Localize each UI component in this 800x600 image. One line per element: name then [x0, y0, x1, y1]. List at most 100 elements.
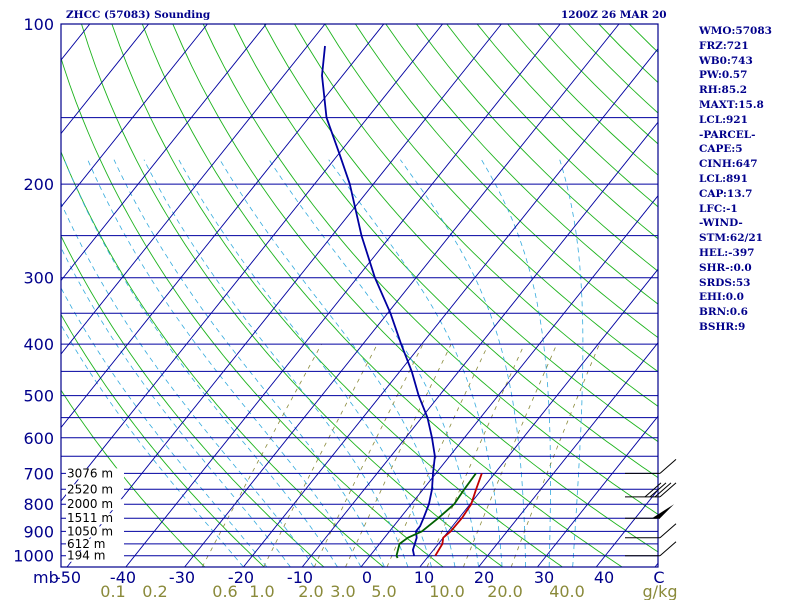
sounding-index-item: SHR-:0.0	[699, 261, 752, 274]
dry-adiabat-line	[324, 24, 658, 373]
sounding-index-item: CAP:13.7	[699, 187, 753, 200]
observation-time: 1200Z 26 MAR 20	[561, 9, 667, 21]
moist-adiabat-line	[481, 159, 551, 567]
wind-barb-flag	[652, 504, 674, 519]
pressure-tick-label: 200	[23, 175, 54, 194]
moist-adiabat-line	[113, 159, 385, 567]
dry-adiabat-line	[111, 24, 563, 567]
mixing-ratio-tick-label: 0.1	[100, 582, 125, 600]
mixing-ratio-tick-label: 0.2	[142, 582, 167, 600]
isotherm-line	[66, 24, 502, 567]
sounding-index-item: STM:62/21	[699, 232, 763, 245]
isotherm-line	[243, 48, 658, 567]
height-label-bg	[66, 513, 124, 525]
sounding-index-item: CINH:647	[699, 158, 758, 171]
temperature-tick-label: C	[653, 568, 664, 587]
isotherm-line	[0, 24, 31, 567]
wind-barb	[625, 482, 677, 498]
sounding-index-item: EHI:0.0	[699, 291, 744, 304]
moist-adiabat-line	[61, 246, 291, 567]
pressure-tick-label: 600	[23, 429, 54, 448]
sounding-index-item: -PARCEL-	[699, 128, 756, 141]
dry-adiabat-line	[355, 24, 658, 339]
moist-adiabat-line	[61, 201, 315, 567]
wind-barb	[625, 458, 677, 474]
sounding-index-item: PW:0.57	[699, 69, 748, 82]
y-axis-label: mb	[33, 568, 59, 587]
wind-barb	[625, 504, 674, 519]
sounding-index-item: HEL:-397	[699, 246, 755, 259]
moist-adiabat-line	[87, 159, 362, 567]
isotherm-line	[61, 24, 149, 135]
isotherm-line	[537, 415, 658, 567]
pressure-tick-label: 900	[23, 522, 54, 541]
sounding-index-item: -WIND-	[699, 217, 743, 230]
dry-adiabat-line	[263, 24, 658, 443]
dry-adiabat-line	[202, 24, 658, 515]
moist-adiabat-line	[268, 159, 479, 567]
pressure-tick-label: 800	[23, 495, 54, 514]
temperature-tick-label: 10	[414, 568, 434, 587]
isotherm-line	[419, 268, 658, 567]
sounding-index-item: LFC:-1	[699, 202, 738, 215]
isotherm-line	[478, 342, 658, 567]
dry-adiabat-line	[61, 389, 206, 567]
moist-adiabat-line	[143, 159, 409, 567]
pressure-tick-label: 500	[23, 387, 54, 406]
height-label-bg	[66, 468, 124, 480]
height-label: 194 m	[67, 549, 105, 563]
sounding-index-item: BRN:0.6	[699, 306, 748, 319]
wind-barb	[625, 541, 677, 557]
pressure-tick-label: 1000	[13, 547, 54, 566]
mixing-ratio-tick-label: 10.0	[429, 582, 465, 600]
sounding-index-item: FRZ:721	[699, 39, 749, 52]
dry-adiabat-line	[415, 24, 658, 272]
sounding-index-item: SRDS:53	[699, 276, 751, 289]
mixing-ratio-tick-label: 2.0	[298, 582, 323, 600]
temperature-tick-label: -40	[110, 568, 136, 587]
mixing-ratio-tick-label: 40.0	[549, 582, 585, 600]
mixing-ratio-line	[313, 343, 424, 567]
isotherm-line	[61, 24, 326, 355]
background-lines	[0, 24, 658, 567]
mixing-ratio-tick-label: 5.0	[371, 582, 396, 600]
temperature-tick-label: 0	[362, 568, 372, 587]
wind-barb-feather	[659, 482, 677, 498]
temperature-tick-label: -30	[169, 568, 195, 587]
dry-adiabat-line	[294, 24, 658, 407]
height-label: 612 m	[67, 537, 105, 551]
profile-series-1	[434, 473, 483, 557]
dry-adiabat-line	[61, 313, 265, 567]
pressure-tick-label: 100	[23, 15, 54, 34]
mixing-ratio-line	[345, 343, 452, 567]
dry-adiabat-line	[385, 24, 658, 305]
profile-series-2	[395, 472, 477, 559]
height-label-bg	[66, 499, 124, 511]
wind-barb-feather	[649, 482, 667, 498]
height-label-bg	[66, 538, 124, 550]
isotherm-line	[301, 121, 658, 567]
sounding-indices: WMO:57083 FRZ:721 WB0:743 PW:0.57 RH:85.2 MAX…	[699, 24, 772, 335]
mixing-ratio-tick-label: 1.0	[249, 582, 274, 600]
height-label: 3076 m	[67, 466, 113, 480]
height-label-bg	[66, 526, 124, 538]
moist-adiabat-line	[399, 159, 526, 567]
dry-adiabat-line	[172, 24, 658, 553]
mixing-ratio-tick-label: g/kg	[643, 582, 678, 600]
mixing-ratio-line	[386, 343, 489, 567]
wind-barb-feather	[659, 523, 677, 539]
mixing-ratio-line	[463, 343, 558, 567]
height-label: 2520 m	[67, 482, 113, 496]
wind-barb-feather	[659, 541, 677, 557]
wind-barb-feather	[659, 458, 677, 474]
pressure-tick-label: 700	[23, 464, 54, 483]
mixing-ratio-line	[510, 343, 600, 567]
moist-adiabat-line	[64, 159, 338, 567]
dry-adiabat-line	[61, 56, 444, 567]
isotherm-line	[61, 24, 385, 429]
height-label: 2000 m	[67, 497, 113, 511]
mixing-ratio-line	[201, 343, 322, 567]
height-label: 1511 m	[67, 511, 113, 525]
